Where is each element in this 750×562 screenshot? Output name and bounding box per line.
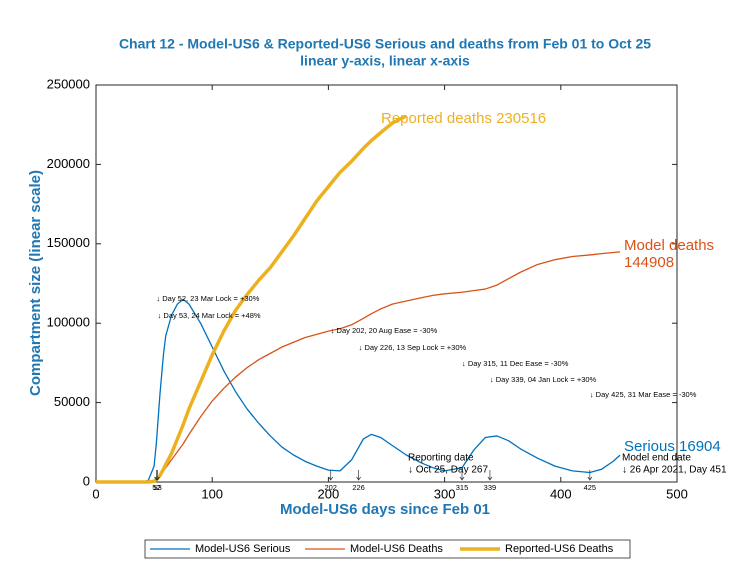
annotation: Model end date — [622, 453, 691, 464]
intervention-day: 226 — [352, 483, 365, 492]
y-tick-label: 0 — [83, 473, 90, 488]
x-axis-label: Model-US6 days since Feb 01 — [280, 501, 490, 518]
intervention-label: ↓ Day 53, 24 Mar Lock = +48% — [158, 311, 261, 320]
intervention-day: 315 — [456, 483, 469, 492]
annotation: Reporting date — [408, 453, 474, 464]
intervention-day: 425 — [584, 483, 597, 492]
intervention-label: ↓ Day 226, 13 Sep Lock = +30% — [359, 343, 467, 352]
plot-frame — [95, 84, 678, 483]
y-axis-label: Compartment size (linear scale) — [27, 170, 44, 396]
y-tick-label: 50000 — [54, 394, 90, 409]
series-line — [96, 114, 408, 484]
intervention-label: ↓ Day 425, 31 Mar Ease = -30% — [590, 390, 697, 399]
intervention-arrow — [587, 470, 593, 481]
x-tick-label: 0 — [92, 486, 99, 501]
intervention-arrow — [487, 470, 493, 481]
x-tick-label: 500 — [666, 486, 688, 501]
legend-label: Reported-US6 Deaths — [505, 543, 614, 555]
intervention-day: 52 — [152, 483, 160, 492]
legend: Model-US6 Serious Model-US6 Deaths Reporte… — [144, 539, 631, 559]
x-tick-label: 400 — [550, 486, 572, 501]
annotation: ↓ Oct 25, Day 267 — [408, 465, 488, 476]
legend-box — [144, 539, 631, 559]
x-tick-label: 100 — [201, 486, 223, 501]
intervention-arrow — [459, 470, 465, 481]
series-line — [96, 298, 621, 483]
legend-label: Model-US6 Serious — [195, 543, 291, 555]
intervention-arrow — [328, 470, 334, 481]
chart-title: Chart 12 - Model-US6 & Reported-US6 Seri… — [119, 36, 651, 52]
intervention-label: ↓ Day 52, 23 Mar Lock = +30% — [156, 294, 259, 303]
x-tick-label: 300 — [434, 486, 456, 501]
intervention-day: 53 — [153, 483, 161, 492]
intervention-day: 339 — [484, 483, 497, 492]
annotation: Reported deaths 230516 — [381, 110, 546, 127]
intervention-label: ↓ Day 315, 11 Dec Ease = -30% — [462, 359, 569, 368]
intervention-label: ↓ Day 339, 04 Jan Lock = +30% — [490, 375, 597, 384]
intervention-label: ↓ Day 202, 20 Aug Ease = -30% — [331, 326, 438, 335]
y-tick-label: 150000 — [47, 235, 90, 250]
y-tick-label: 200000 — [47, 156, 90, 171]
intervention-arrow — [356, 470, 361, 481]
annotation: Serious 16904 — [624, 438, 721, 455]
annotation: Model deaths — [624, 237, 714, 254]
chart-subtitle: linear y-axis, linear x-axis — [300, 53, 470, 69]
legend-label: Model-US6 Deaths — [350, 543, 443, 555]
annotation: ↓ 26 Apr 2021, Day 451 — [622, 465, 727, 476]
y-tick-label: 100000 — [47, 315, 90, 330]
intervention-day: 202 — [324, 483, 337, 492]
annotation: 144908 — [624, 254, 674, 271]
x-tick-label: 200 — [318, 486, 340, 501]
intervention-arrow — [155, 470, 160, 481]
y-tick-label: 250000 — [47, 76, 90, 91]
